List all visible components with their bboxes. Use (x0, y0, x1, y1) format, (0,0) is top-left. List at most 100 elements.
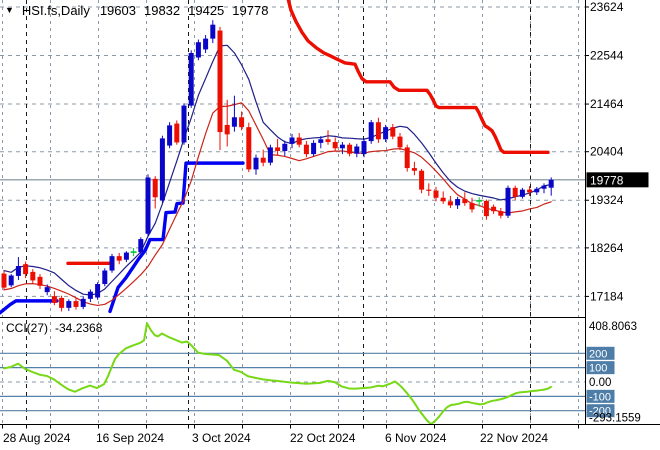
ohlc-readout: 19603 19832 19425 19778 (100, 3, 269, 18)
candle (332, 137, 338, 151)
candles-layer (1, 20, 554, 312)
cci-axis[interactable]: 408.8063 200 100 -100 -200 0.00 -293.1559 (586, 321, 641, 425)
candle (469, 197, 475, 213)
candle (548, 177, 554, 196)
candle (311, 140, 317, 157)
candle (239, 111, 245, 131)
candle (433, 186, 439, 202)
price-axis-label: 22544 (590, 49, 624, 63)
candle (123, 251, 129, 262)
cci-zero-label: 0.00 (589, 377, 611, 389)
candle (181, 103, 187, 145)
candle (383, 124, 389, 142)
candle (59, 295, 65, 312)
candle (37, 274, 43, 289)
candle (347, 142, 353, 157)
symbol-period-label: HSI.fs,Daily (21, 3, 90, 18)
cci-level-label: -100 (586, 389, 615, 403)
candle (325, 130, 331, 145)
candle (87, 289, 93, 302)
candle (159, 135, 165, 203)
candle (44, 284, 50, 296)
candle (375, 117, 381, 143)
candle (426, 183, 432, 196)
candle (174, 120, 180, 145)
candle (210, 20, 216, 44)
time-axis[interactable]: 28 Aug 2024 16 Sep 2024 3 Oct 2024 22 Oct 2… (2, 424, 579, 446)
price-axis-label: 18264 (590, 241, 624, 255)
time-axis-label: 16 Sep 2024 (96, 431, 164, 445)
cci-max-label: 408.8063 (589, 321, 637, 333)
candle (411, 161, 417, 176)
candle (102, 268, 108, 287)
low-value: 19425 (188, 3, 225, 18)
candle (51, 291, 57, 306)
candle (519, 187, 525, 199)
candle (8, 274, 14, 288)
cci-indicator-panel[interactable] (0, 322, 585, 425)
cci-level-label: -200 (586, 404, 615, 418)
candle (1, 270, 7, 290)
svg-text:-100: -100 (589, 391, 611, 403)
candle (145, 174, 151, 237)
cci-level-label: 100 (586, 361, 615, 375)
candle (231, 95, 237, 132)
candle (505, 185, 511, 218)
current-price-tag: 19778 (586, 172, 649, 188)
candle (188, 50, 194, 108)
time-axis-label: 3 Oct 2024 (192, 431, 251, 445)
candle (203, 35, 209, 54)
lower-band-line (3, 102, 552, 307)
candle (339, 141, 345, 155)
price-axis[interactable]: 23624 22544 21464 20404 19324 18264 17184 19778 (585, 0, 649, 303)
price-axis-label: 21464 (590, 97, 624, 111)
candle (23, 261, 29, 279)
candle (397, 133, 403, 151)
candle (404, 144, 410, 172)
time-axis-label: 6 Nov 2024 (385, 431, 447, 445)
candle (195, 39, 201, 61)
price-axis-label: 19324 (590, 193, 624, 207)
main-price-panel[interactable] (0, 0, 585, 315)
time-axis-label: 22 Oct 2024 (290, 431, 356, 445)
svg-text:-200: -200 (589, 406, 611, 418)
candle (138, 237, 144, 255)
cci-min-label: -293.1559 (589, 413, 641, 425)
candle (246, 122, 252, 173)
candle (95, 282, 101, 300)
candle (534, 186, 540, 196)
indicator-label: CCI(27) -34.2368 (6, 321, 102, 335)
candle (361, 138, 367, 158)
candle (483, 199, 489, 220)
indicator-name: CCI(27) (6, 321, 49, 335)
candle (130, 248, 137, 257)
svg-text:19778: 19778 (590, 173, 624, 187)
candle (527, 186, 533, 196)
open-value: 19603 (99, 3, 136, 18)
candle (30, 269, 36, 284)
price-axis-label: 17184 (590, 289, 624, 303)
candle (267, 144, 273, 166)
candle (476, 197, 483, 207)
indicator-value: -34.2368 (55, 321, 103, 335)
time-axis-label: 28 Aug 2024 (3, 431, 71, 445)
candle (253, 154, 259, 175)
candle (152, 176, 158, 209)
candle (289, 133, 295, 149)
symbol-dropdown-icon[interactable]: ▼ (5, 5, 14, 15)
candle (217, 26, 223, 151)
svg-text:200: 200 (589, 348, 607, 360)
candle (419, 168, 425, 194)
panel-borders (0, 0, 660, 425)
candle (512, 185, 518, 200)
candle (15, 257, 21, 280)
candle (455, 196, 461, 209)
candle (275, 138, 281, 156)
candle (66, 299, 72, 311)
candle (440, 191, 446, 205)
candle (296, 133, 302, 148)
candle (109, 253, 115, 273)
